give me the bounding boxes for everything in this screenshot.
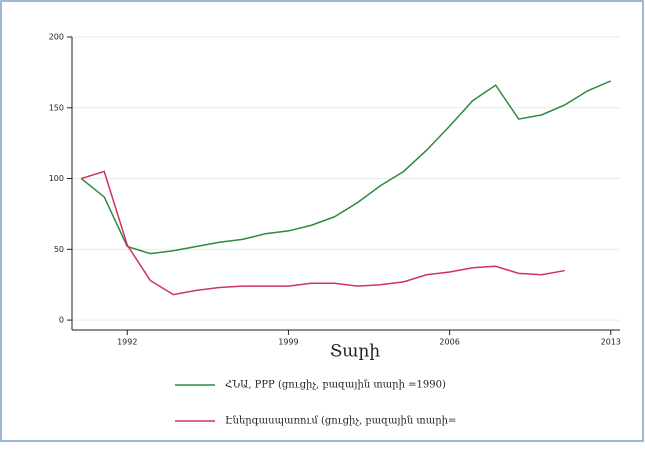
x-tick-label: 1999: [278, 338, 298, 347]
x-tick-label: 2013: [601, 338, 621, 347]
series-line: [80, 80, 612, 255]
legend-label: Էներգասպառում (ցուցիչ, բազային տարի=: [225, 416, 456, 427]
y-tick-label: 50: [54, 245, 64, 254]
legend-label: ՀՆԱ, PPP (ցուցիչ, բազային տարի =1990): [225, 380, 446, 391]
y-tick-label: 150: [49, 103, 64, 112]
x-tick-label: 2006: [439, 338, 459, 347]
y-tick-label: 0: [59, 316, 64, 325]
y-tick-label: 200: [49, 33, 64, 42]
y-tick-label: 100: [49, 174, 64, 183]
x-tick-label: 1992: [117, 338, 137, 347]
series-line: [80, 170, 565, 296]
x-axis-label: Տարի: [330, 342, 381, 362]
